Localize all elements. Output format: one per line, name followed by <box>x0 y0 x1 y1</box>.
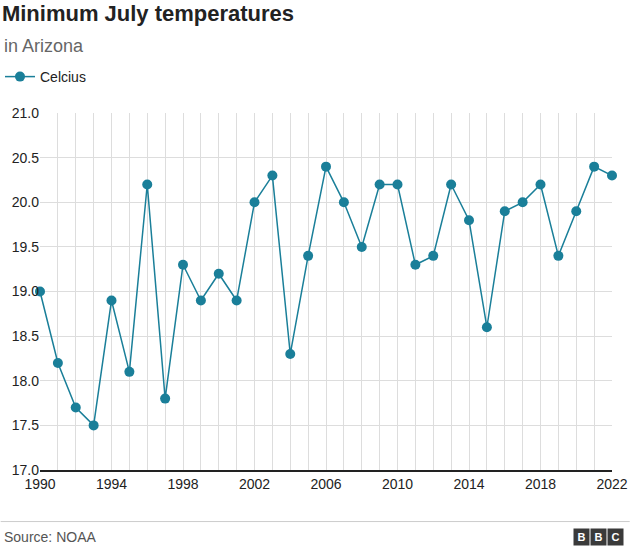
svg-text:17.0: 17.0 <box>12 462 39 478</box>
svg-text:19.5: 19.5 <box>12 239 39 255</box>
svg-text:2018: 2018 <box>525 476 556 492</box>
svg-text:2010: 2010 <box>382 476 413 492</box>
svg-text:in Arizona: in Arizona <box>4 36 84 56</box>
svg-text:B: B <box>595 531 603 543</box>
svg-text:20.5: 20.5 <box>12 150 39 166</box>
svg-text:1998: 1998 <box>167 476 198 492</box>
svg-text:18.0: 18.0 <box>12 373 39 389</box>
svg-text:B: B <box>578 531 586 543</box>
svg-text:Celcius: Celcius <box>40 69 86 85</box>
svg-text:2022: 2022 <box>596 476 627 492</box>
svg-text:17.5: 17.5 <box>12 417 39 433</box>
svg-text:19.0: 19.0 <box>12 283 39 299</box>
svg-text:1994: 1994 <box>96 476 127 492</box>
svg-text:20.0: 20.0 <box>12 194 39 210</box>
svg-text:2014: 2014 <box>453 476 484 492</box>
svg-text:2002: 2002 <box>239 476 270 492</box>
svg-text:C: C <box>612 531 620 543</box>
svg-text:Source: NOAA: Source: NOAA <box>4 529 96 545</box>
svg-text:1990: 1990 <box>24 476 55 492</box>
svg-text:2006: 2006 <box>310 476 341 492</box>
svg-text:Minimum July temperatures: Minimum July temperatures <box>2 1 294 26</box>
svg-text:21.0: 21.0 <box>12 105 39 121</box>
svg-text:18.5: 18.5 <box>12 328 39 344</box>
